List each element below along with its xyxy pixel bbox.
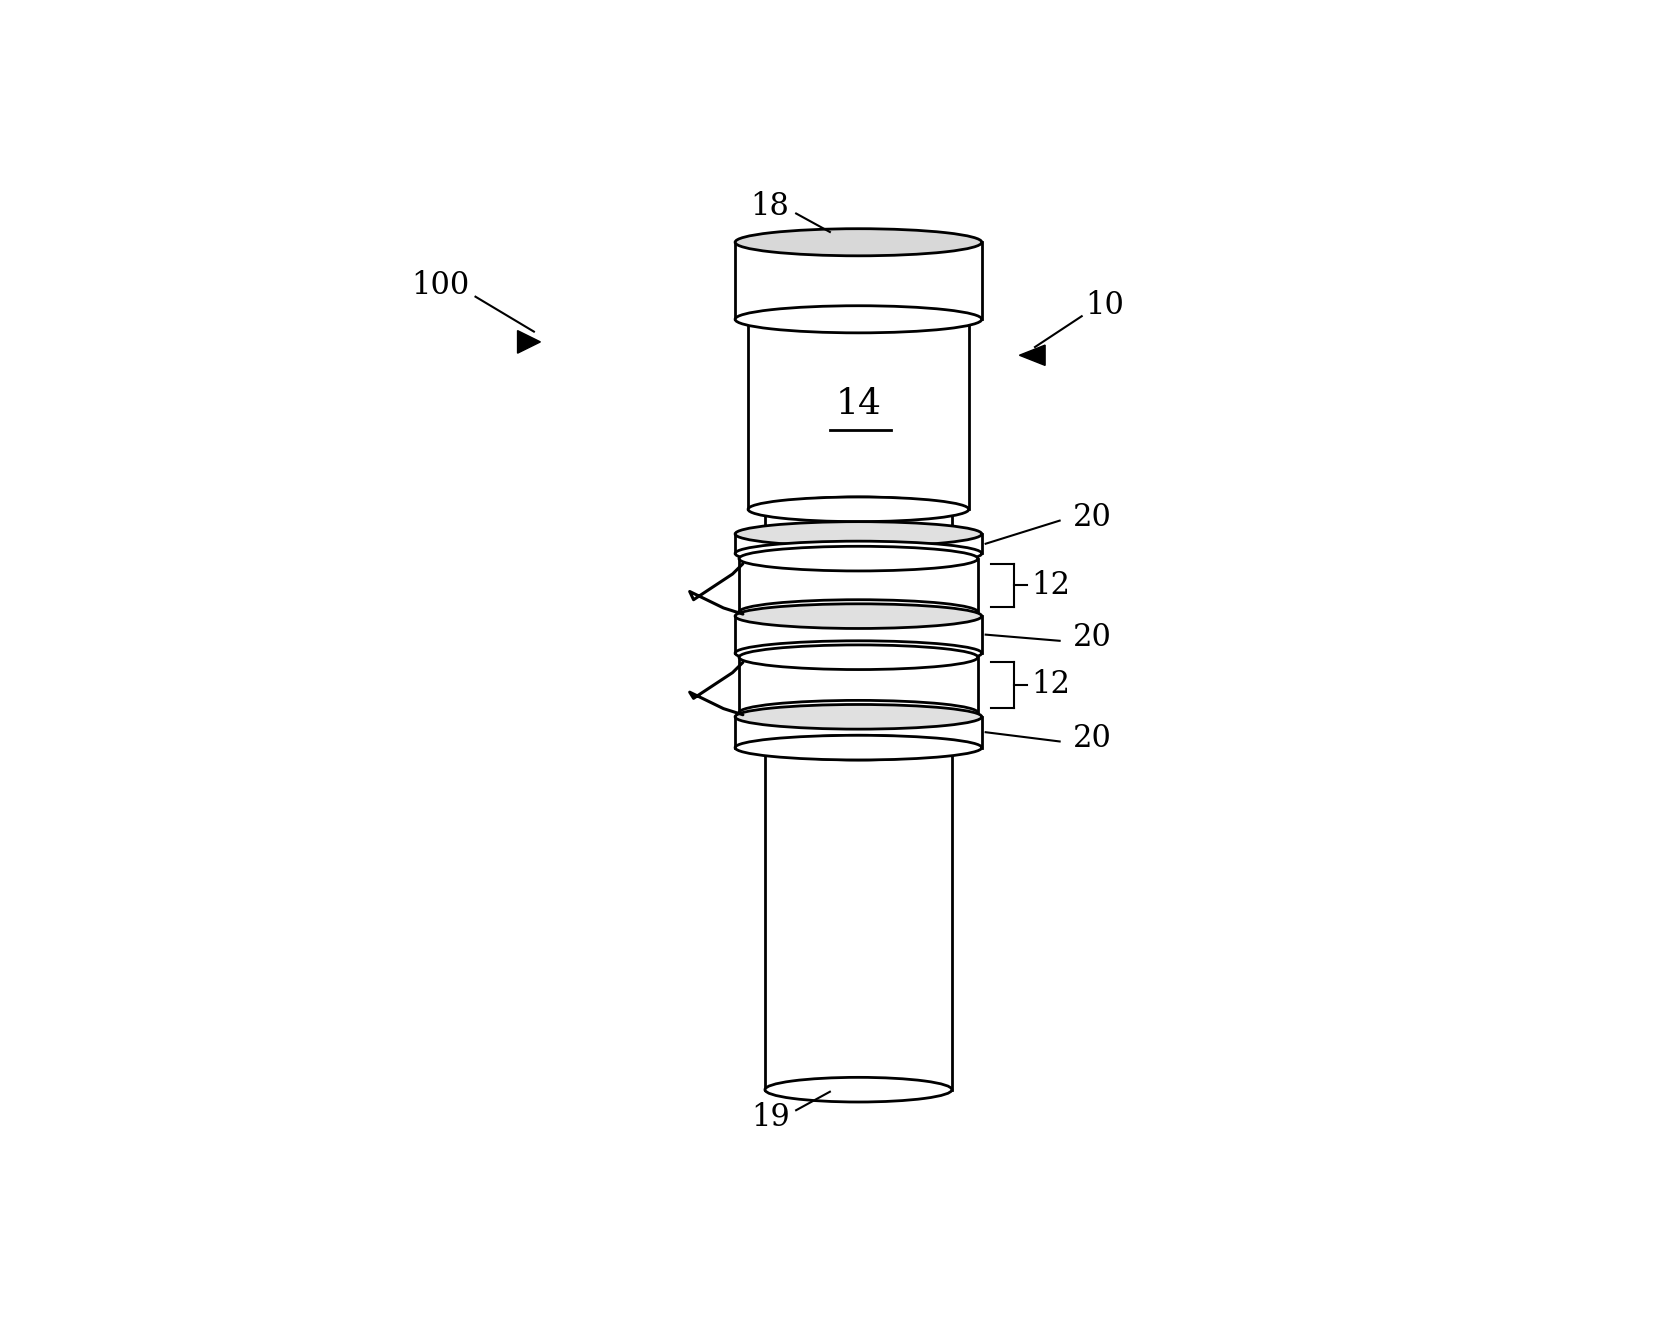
Polygon shape	[518, 331, 541, 354]
Ellipse shape	[735, 735, 982, 760]
Text: 18: 18	[750, 191, 789, 221]
Ellipse shape	[749, 307, 968, 332]
Text: 12: 12	[1032, 570, 1070, 600]
Text: 100: 100	[412, 269, 469, 301]
Ellipse shape	[739, 547, 978, 571]
Ellipse shape	[735, 522, 982, 547]
Ellipse shape	[735, 604, 982, 628]
Ellipse shape	[735, 305, 982, 334]
Ellipse shape	[765, 1078, 951, 1102]
Text: 20: 20	[1072, 622, 1112, 654]
Ellipse shape	[735, 228, 982, 256]
Ellipse shape	[739, 644, 978, 670]
Ellipse shape	[749, 498, 968, 522]
Text: 12: 12	[1032, 670, 1070, 700]
Ellipse shape	[765, 498, 951, 522]
Ellipse shape	[739, 600, 978, 624]
Text: 10: 10	[1085, 291, 1124, 321]
Ellipse shape	[765, 735, 951, 760]
Polygon shape	[1020, 346, 1045, 366]
Text: 19: 19	[750, 1102, 789, 1133]
Text: 20: 20	[1072, 723, 1112, 754]
Text: 14: 14	[836, 387, 881, 422]
Ellipse shape	[735, 640, 982, 666]
Ellipse shape	[735, 542, 982, 566]
Text: 20: 20	[1072, 502, 1112, 534]
Ellipse shape	[739, 700, 978, 724]
Ellipse shape	[735, 704, 982, 730]
